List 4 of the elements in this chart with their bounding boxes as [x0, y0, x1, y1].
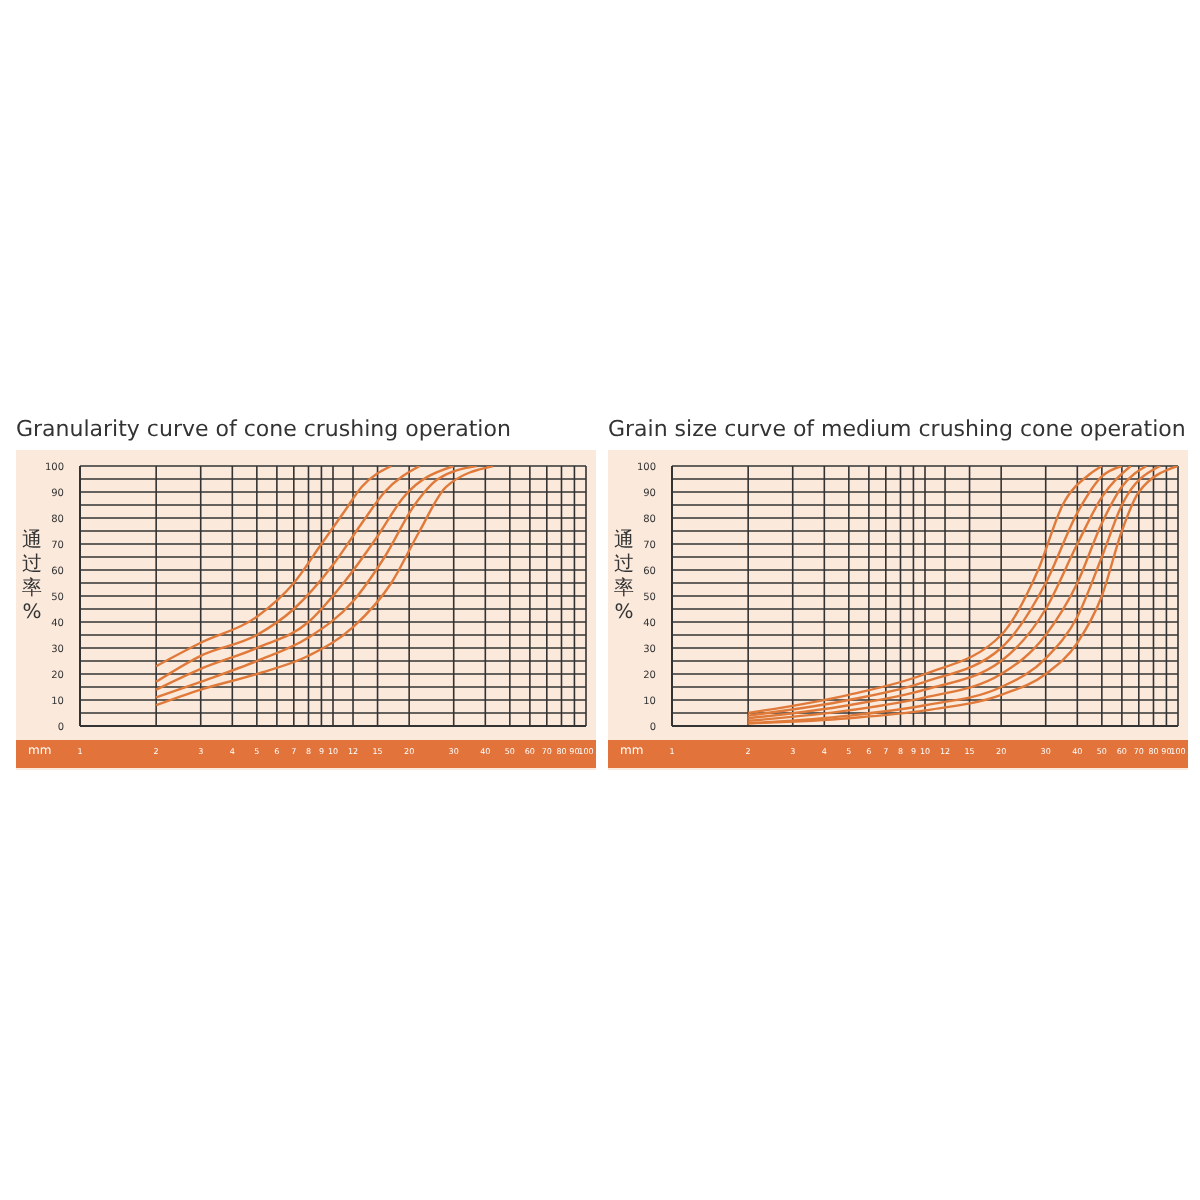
y-axis-title: 通过率 % — [612, 530, 636, 626]
chart-title: Granularity curve of cone crushing operation — [16, 416, 513, 442]
y-axis-title: 通过率 % — [20, 530, 44, 626]
chart-title: Grain size curve of medium crushing cone operation — [608, 416, 1188, 442]
